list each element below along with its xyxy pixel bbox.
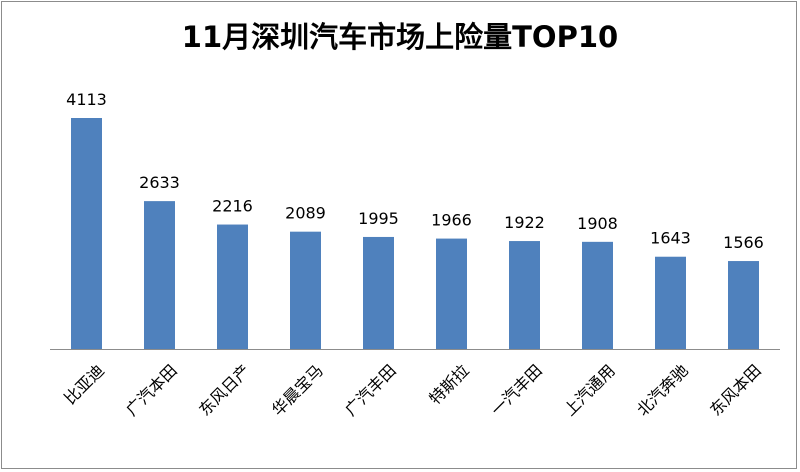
value-label-7: 1922 (504, 213, 545, 232)
category-label-6: 特斯拉 (425, 361, 472, 408)
category-label-9: 北汽奔驰 (633, 361, 692, 420)
bar-3 (217, 224, 248, 349)
value-label-2: 2633 (139, 173, 180, 192)
bar-4 (290, 231, 321, 349)
bar-1 (71, 118, 102, 349)
value-label-10: 1566 (723, 233, 764, 252)
bar-7 (509, 241, 540, 349)
value-label-1: 4113 (66, 90, 107, 109)
category-label-8: 上汽通用 (560, 361, 619, 420)
bar-6 (436, 238, 467, 349)
category-label-3: 东风日产 (195, 361, 254, 420)
value-label-8: 1908 (577, 214, 618, 233)
category-label-2: 广汽本田 (122, 361, 181, 420)
value-label-4: 2089 (285, 204, 326, 223)
category-label-4: 华晨宝马 (268, 361, 327, 420)
category-label-7: 一汽丰田 (487, 361, 546, 420)
value-label-6: 1966 (431, 211, 472, 230)
category-label-5: 广汽丰田 (341, 361, 400, 420)
value-label-3: 2216 (212, 197, 253, 216)
value-label-5: 1995 (358, 209, 399, 228)
chart-title: 11月深圳汽车市场上险量TOP10 (181, 20, 619, 54)
bar-5 (363, 236, 394, 349)
bar-2 (144, 201, 175, 349)
category-label-1: 比亚迪 (60, 361, 107, 408)
bar-10 (728, 261, 759, 349)
bar-8 (582, 241, 613, 349)
bar-9 (655, 256, 686, 349)
category-label-10: 东风本田 (706, 361, 765, 420)
value-label-9: 1643 (650, 229, 691, 248)
